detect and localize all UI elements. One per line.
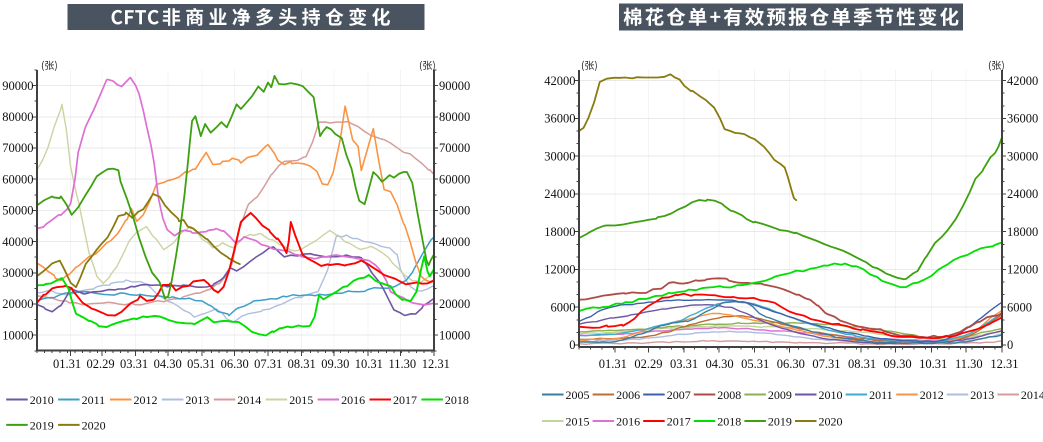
svg-text:2008: 2008 (717, 388, 741, 402)
svg-text:2015: 2015 (289, 393, 313, 407)
svg-text:09.30: 09.30 (884, 357, 912, 371)
svg-text:10000: 10000 (2, 328, 33, 342)
svg-text:05.31: 05.31 (187, 357, 215, 371)
svg-text:2014: 2014 (1021, 388, 1043, 402)
svg-text:2016: 2016 (616, 414, 640, 428)
svg-text:2011: 2011 (82, 393, 106, 407)
svg-text:11.30: 11.30 (388, 357, 416, 371)
svg-text:42000: 42000 (544, 74, 575, 88)
svg-text:70000: 70000 (2, 141, 33, 155)
svg-text:20000: 20000 (2, 297, 33, 311)
svg-text:06.30: 06.30 (221, 357, 249, 371)
svg-text:2019: 2019 (768, 414, 792, 428)
svg-text:2009: 2009 (768, 388, 792, 402)
svg-text:20000: 20000 (439, 297, 470, 311)
svg-text:03.31: 03.31 (670, 357, 698, 371)
svg-text:2018: 2018 (717, 414, 741, 428)
svg-text:70000: 70000 (439, 141, 470, 155)
svg-text:40000: 40000 (439, 235, 470, 249)
svg-text:90000: 90000 (439, 79, 470, 93)
svg-text:30000: 30000 (544, 149, 575, 163)
svg-text:0: 0 (569, 338, 575, 352)
svg-text:05.31: 05.31 (741, 357, 769, 371)
svg-text:02.29: 02.29 (87, 357, 115, 371)
svg-text:01.31: 01.31 (53, 357, 81, 371)
svg-text:09.30: 09.30 (321, 357, 349, 371)
svg-text:6000: 6000 (1007, 300, 1032, 314)
svg-text:2020: 2020 (819, 414, 843, 428)
svg-text:2010: 2010 (30, 393, 54, 407)
svg-text:11.30: 11.30 (955, 357, 983, 371)
svg-text:2020: 2020 (82, 418, 106, 432)
svg-text:50000: 50000 (439, 204, 470, 218)
svg-text:07.31: 07.31 (812, 357, 840, 371)
svg-text:60000: 60000 (2, 172, 33, 186)
svg-text:40000: 40000 (2, 235, 33, 249)
svg-text:2012: 2012 (134, 393, 158, 407)
svg-text:30000: 30000 (1007, 149, 1038, 163)
svg-text:2017: 2017 (393, 393, 417, 407)
svg-text:2019: 2019 (30, 418, 54, 432)
svg-text:80000: 80000 (2, 110, 33, 124)
svg-text:2016: 2016 (341, 393, 365, 407)
svg-text:2012: 2012 (920, 388, 944, 402)
svg-text:36000: 36000 (1007, 112, 1038, 126)
svg-text:08.31: 08.31 (288, 357, 316, 371)
svg-text:12000: 12000 (1007, 263, 1038, 277)
svg-text:12.31: 12.31 (422, 357, 450, 371)
svg-text:60000: 60000 (439, 172, 470, 186)
svg-text:2011: 2011 (869, 388, 893, 402)
svg-text:2007: 2007 (667, 388, 691, 402)
svg-text:0: 0 (1007, 338, 1013, 352)
svg-text:50000: 50000 (2, 204, 33, 218)
svg-text:24000: 24000 (1007, 187, 1038, 201)
svg-text:30000: 30000 (2, 266, 33, 280)
svg-text:2006: 2006 (616, 388, 640, 402)
svg-text:18000: 18000 (1007, 225, 1038, 239)
svg-text:02.29: 02.29 (634, 357, 662, 371)
svg-text:04.30: 04.30 (706, 357, 734, 371)
svg-text:36000: 36000 (544, 112, 575, 126)
svg-text:10000: 10000 (439, 328, 470, 342)
svg-text:12000: 12000 (544, 263, 575, 277)
svg-text:24000: 24000 (544, 187, 575, 201)
svg-text:42000: 42000 (1007, 74, 1038, 88)
svg-text:01.31: 01.31 (599, 357, 627, 371)
svg-text:08.31: 08.31 (848, 357, 876, 371)
svg-text:04.30: 04.30 (154, 357, 182, 371)
svg-text:80000: 80000 (439, 110, 470, 124)
svg-text:90000: 90000 (2, 79, 33, 93)
svg-text:2017: 2017 (667, 414, 691, 428)
svg-text:06.30: 06.30 (777, 357, 805, 371)
svg-text:2014: 2014 (237, 393, 261, 407)
svg-text:2018: 2018 (445, 393, 469, 407)
svg-text:2013: 2013 (185, 393, 209, 407)
svg-text:2013: 2013 (970, 388, 994, 402)
svg-text:6000: 6000 (551, 300, 576, 314)
svg-text:12.31: 12.31 (990, 357, 1018, 371)
svg-text:10.31: 10.31 (919, 357, 947, 371)
svg-text:10.31: 10.31 (355, 357, 383, 371)
svg-text:2010: 2010 (819, 388, 843, 402)
svg-text:30000: 30000 (439, 266, 470, 280)
svg-text:03.31: 03.31 (120, 357, 148, 371)
svg-text:18000: 18000 (544, 225, 575, 239)
svg-text:2005: 2005 (566, 388, 590, 402)
svg-text:2015: 2015 (566, 414, 590, 428)
svg-text:07.31: 07.31 (254, 357, 282, 371)
